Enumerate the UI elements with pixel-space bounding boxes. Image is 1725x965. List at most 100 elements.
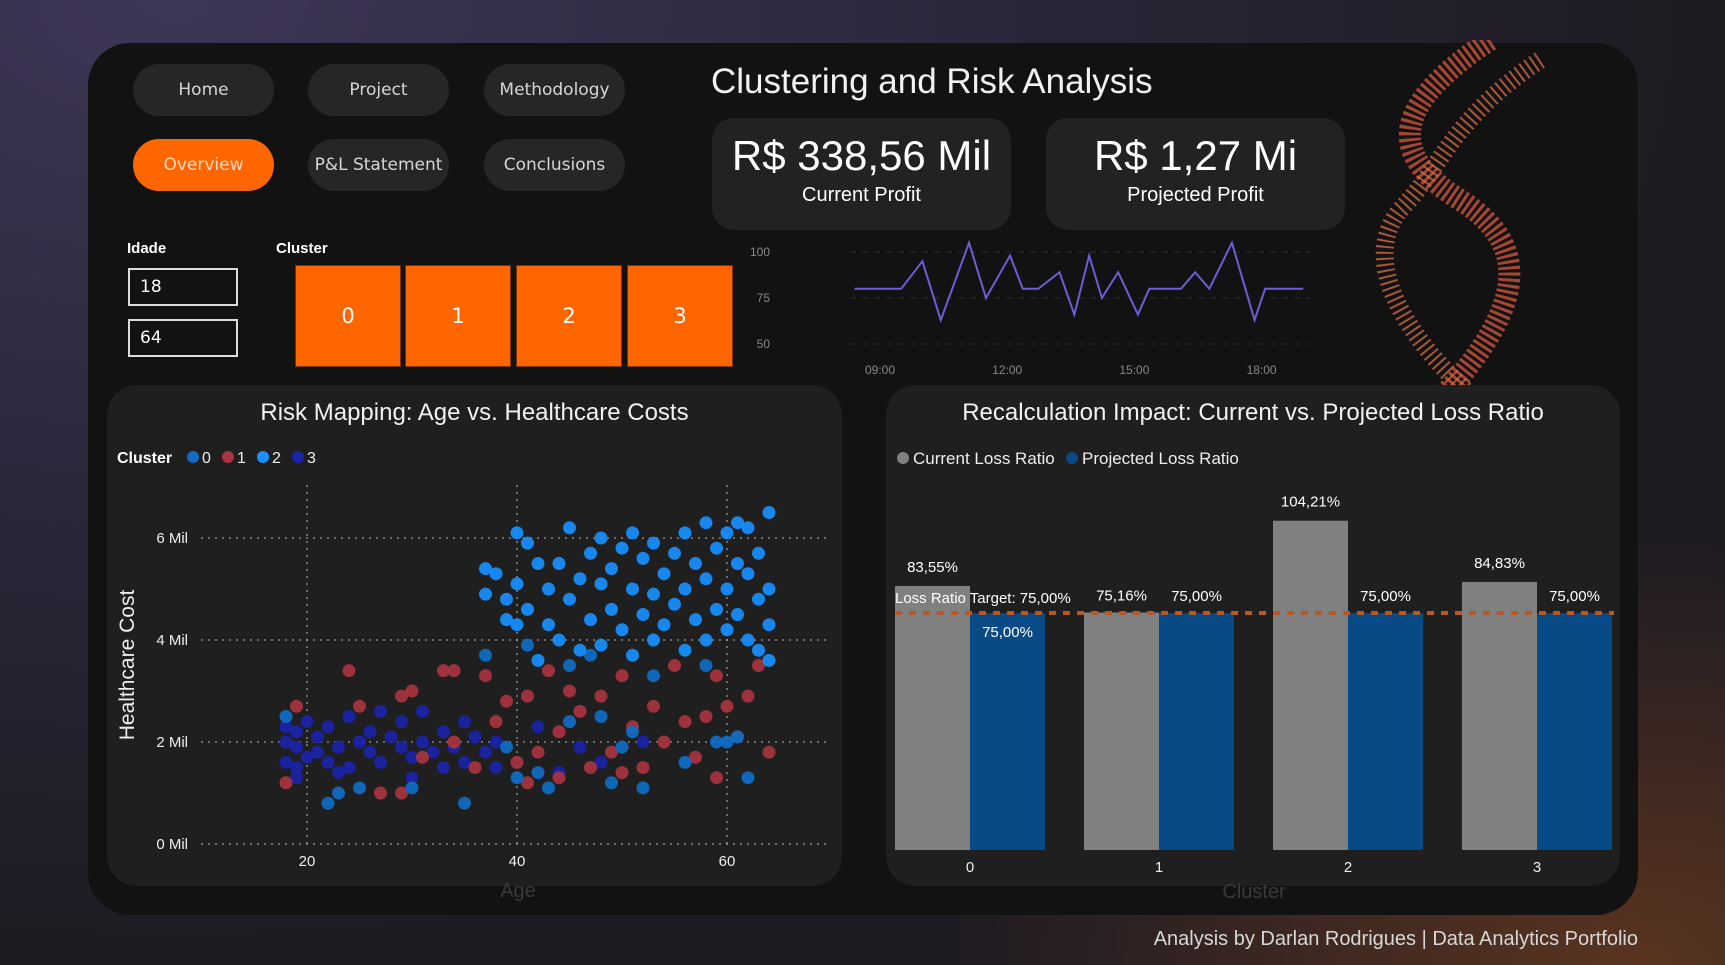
bar-x-tick: 1	[1155, 859, 1163, 876]
scatter-point-cluster-2	[720, 623, 734, 637]
scatter-point-cluster-0	[279, 710, 293, 723]
nav-conclusions-button[interactable]: Conclusions	[484, 139, 625, 191]
bar-current-cluster-3	[1462, 581, 1537, 850]
scatter-point-cluster-2	[594, 638, 608, 652]
cluster-3-button[interactable]: 3	[627, 265, 733, 367]
scatter-point-cluster-3	[332, 766, 345, 780]
scatter-point-cluster-2	[731, 557, 744, 570]
scatter-point-cluster-2	[636, 608, 650, 621]
bar-projected-cluster-1	[1159, 613, 1234, 850]
scatter-point-cluster-3	[363, 725, 377, 739]
scatter-point-cluster-0	[647, 669, 660, 683]
scatter-point-cluster-0	[731, 730, 744, 744]
scatter-point-cluster-0	[353, 781, 366, 795]
scatter-point-cluster-1	[741, 689, 755, 703]
scatter-point-cluster-3	[479, 745, 492, 759]
scatter-point-cluster-2	[710, 602, 723, 616]
scatter-point-cluster-3	[426, 745, 440, 759]
scatter-point-cluster-0	[720, 735, 734, 749]
kpi-value: R$ 338,56 Mil	[731, 132, 992, 179]
scatter-point-cluster-0	[699, 659, 713, 672]
scatter-point-cluster-2	[531, 653, 545, 667]
nav-methodology-button[interactable]: Methodology	[484, 64, 625, 116]
scatter-point-cluster-3	[290, 725, 303, 739]
scatter-point-cluster-3	[405, 771, 419, 785]
scatter-y-label: Healthcare Cost	[116, 590, 139, 741]
scatter-point-cluster-0	[332, 786, 345, 800]
scatter-point-cluster-3	[437, 761, 450, 774]
scatter-point-cluster-2	[762, 506, 776, 519]
scatter-point-cluster-3	[321, 720, 335, 734]
kpi-value: R$ 1,27 Mi	[1093, 132, 1298, 179]
scatter-point-cluster-3	[384, 730, 398, 744]
age-max-input[interactable]: 64	[128, 319, 238, 357]
scatter-point-cluster-0	[678, 755, 692, 769]
scatter-point-cluster-2	[573, 643, 587, 657]
bar-projected-cluster-2	[1348, 613, 1423, 850]
scatter-point-cluster-3	[489, 735, 503, 749]
scatter-point-cluster-1	[521, 689, 534, 703]
bar-label-current: 83,55%	[907, 559, 958, 576]
scatter-point-cluster-2	[594, 577, 608, 591]
scatter-point-cluster-2	[563, 592, 576, 606]
legend-marker-cluster-2	[257, 451, 269, 463]
scatter-point-cluster-2	[647, 587, 660, 601]
scatter-point-cluster-2	[731, 516, 744, 530]
scatter-x-label: Age	[500, 880, 536, 902]
scatter-point-cluster-2	[626, 648, 639, 662]
scatter-point-cluster-2	[668, 546, 681, 560]
kpi-label: Projected Profit	[1127, 184, 1264, 206]
scatter-point-cluster-0	[542, 781, 555, 795]
cluster-0-button[interactable]: 0	[295, 265, 401, 367]
scatter-point-cluster-0	[584, 648, 597, 662]
scatter-point-cluster-0	[321, 796, 335, 810]
nav-overview-button[interactable]: Overview	[133, 139, 274, 191]
scatter-point-cluster-1	[374, 786, 387, 800]
scatter-point-cluster-3	[636, 735, 650, 749]
bar-x-label: Cluster	[1222, 881, 1286, 903]
scatter-point-cluster-2	[584, 613, 597, 627]
nav-project-button[interactable]: Project	[308, 64, 449, 116]
nav-home-button[interactable]: Home	[133, 64, 274, 116]
scatter-point-cluster-0	[710, 735, 723, 749]
bar-label-current: 84,83%	[1474, 555, 1525, 572]
scatter-point-cluster-0	[615, 740, 629, 754]
nav-pl-statement-button[interactable]: P&L Statement	[308, 139, 449, 191]
dna-illustration	[1375, 40, 1545, 420]
target-label: Loss Ratio Target: 75,00%	[895, 590, 1071, 607]
scatter-point-cluster-2	[510, 618, 524, 632]
scatter-point-cluster-2	[605, 602, 618, 616]
scatter-point-cluster-1	[521, 776, 534, 790]
line-y-tick: 75	[757, 291, 771, 305]
legend-label-projected: Projected Loss Ratio	[1082, 449, 1239, 468]
scatter-point-cluster-2	[678, 582, 692, 596]
line-x-tick: 09:00	[865, 363, 895, 377]
age-min-input[interactable]: 18	[128, 268, 238, 306]
scatter-point-cluster-2	[762, 653, 776, 667]
scatter-point-cluster-0	[741, 771, 755, 785]
scatter-point-cluster-1	[500, 694, 513, 708]
scatter-point-cluster-2	[741, 633, 755, 647]
cluster-2-button[interactable]: 2	[516, 265, 622, 367]
legend-marker-cluster-1	[222, 451, 234, 463]
legend-marker-projected	[1066, 452, 1078, 464]
scatter-point-cluster-3	[594, 755, 608, 769]
scatter-point-cluster-2	[605, 562, 618, 576]
scatter-point-cluster-1	[447, 735, 461, 749]
scatter-point-cluster-1	[678, 715, 692, 729]
bar-label-projected: 75,00%	[1549, 588, 1600, 605]
scatter-point-cluster-1	[615, 766, 629, 780]
legend-label-current: Current Loss Ratio	[913, 449, 1055, 468]
legend-marker-cluster-0	[187, 451, 199, 463]
scatter-point-cluster-2	[626, 526, 639, 540]
scatter-point-cluster-1	[689, 750, 702, 764]
cluster-1-button[interactable]: 1	[405, 265, 511, 367]
scatter-point-cluster-1	[573, 704, 587, 718]
scatter-point-cluster-3	[437, 725, 450, 739]
scatter-point-cluster-2	[552, 633, 566, 647]
scatter-point-cluster-2	[752, 592, 765, 606]
scatter-point-cluster-2	[500, 592, 513, 606]
line-series	[854, 239, 1304, 324]
scatter-point-cluster-2	[710, 541, 723, 555]
